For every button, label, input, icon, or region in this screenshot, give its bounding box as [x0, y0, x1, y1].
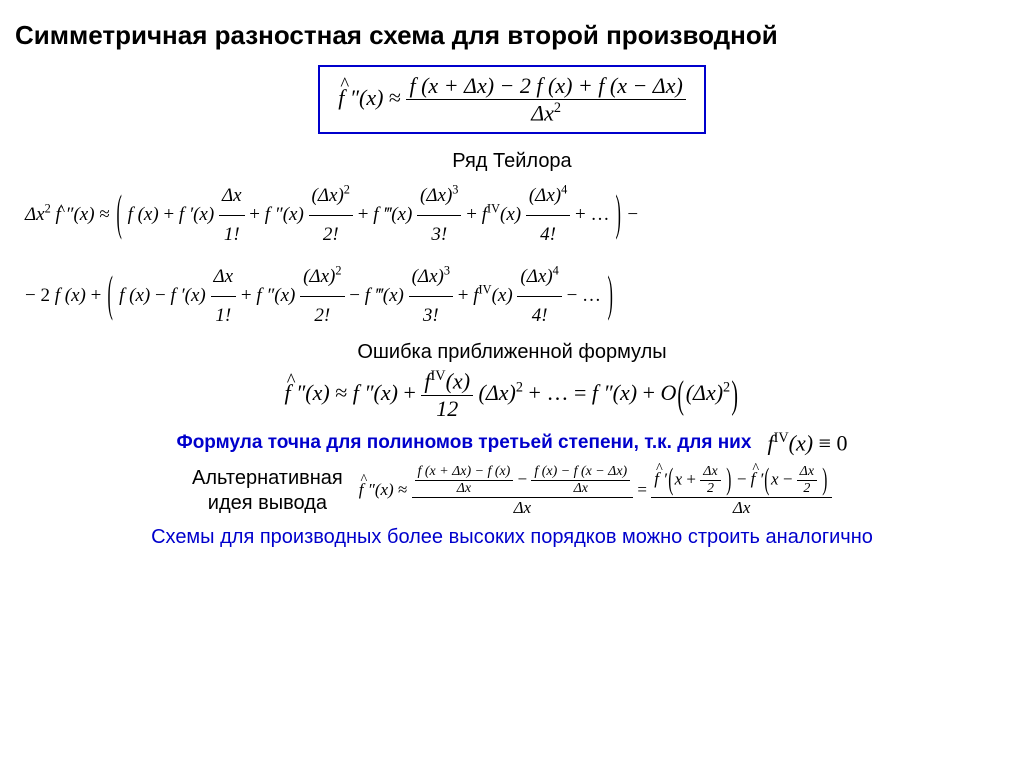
exactness-text: Формула точна для полиномов третьей степ…	[176, 432, 751, 454]
exactness-row: Формула точна для полиномов третьей степ…	[15, 430, 1009, 456]
error-heading: Ошибка приближенной формулы	[15, 341, 1009, 364]
main-formula: f ″(x) ≈ f (x + Δx) − 2 f (x) + f (x − Δ…	[338, 85, 686, 110]
main-formula-box: f ″(x) ≈ f (x + Δx) − 2 f (x) + f (x − Δ…	[318, 65, 706, 134]
main-formula-row: f ″(x) ≈ f (x + Δx) − 2 f (x) + f (x − Δ…	[15, 65, 1009, 144]
conclusion-text: Схемы для производных более высоких поря…	[15, 526, 1009, 549]
alt-derivation-row: Альтернативнаяидея вывода f ″(x) ≈ f (x …	[15, 464, 1009, 518]
taylor-line-1: Δx2 f ″(x) ≈ ( f (x) + f ′(x) Δx1! + f ″…	[25, 177, 999, 254]
alt-label: Альтернативнаяидея вывода	[192, 466, 343, 516]
main-formula-num: f (x + Δx) − 2 f (x) + f (x − Δx)	[406, 73, 685, 100]
alt-formula: f ″(x) ≈ f (x + Δx) − f (x)Δx − f (x) − …	[359, 464, 832, 518]
taylor-heading: Ряд Тейлора	[15, 150, 1009, 173]
exactness-identity: fIV(x) ≡ 0	[767, 430, 847, 456]
main-formula-den: Δx2	[406, 100, 685, 126]
error-formula-row: f ″(x) ≈ f ″(x) + fIV(x) 12 (Δx)2 + … = …	[15, 368, 1009, 421]
page-title: Симметричная разностная схема для второй…	[15, 20, 1009, 51]
taylor-line-2: − 2 f (x) + ( f (x) − f ′(x) Δx1! + f ″(…	[25, 258, 999, 335]
